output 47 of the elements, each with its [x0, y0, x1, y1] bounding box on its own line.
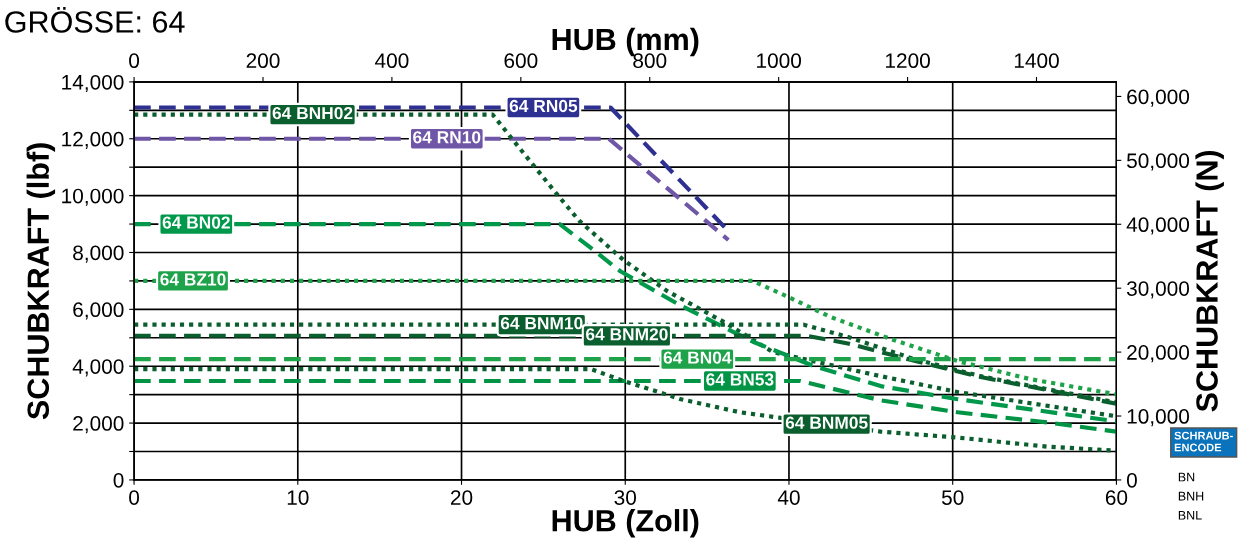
chart-title: GRÖSSE: 64: [5, 6, 185, 33]
annotation: 64 BNM05: [785, 416, 868, 429]
y-tick-label: 6,000: [73, 302, 124, 320]
text: BNH: [1178, 491, 1204, 501]
text: BNL: [1178, 510, 1202, 520]
y2-tick-label: 60,000: [1127, 89, 1190, 107]
annotation: 64 BNH02: [272, 106, 353, 120]
x-tick-label: 30: [614, 490, 637, 505]
text: BN: [1178, 472, 1195, 482]
y-tick-label: 10,000: [62, 188, 124, 206]
y2-tick-label: 10,000: [1127, 409, 1190, 427]
annotation: 64 RN05: [509, 99, 578, 113]
y2-tick-label: 30,000: [1126, 281, 1190, 299]
y2-axis-title: SCHUBKRAFT (N): [1195, 150, 1224, 412]
x-tick-label: 0: [129, 490, 140, 505]
x-axis-title: HUB (Zoll): [552, 509, 699, 538]
x2-tick-label: 400: [375, 53, 409, 69]
annotation: 64 BN04: [663, 351, 732, 364]
annotation: 64 BN53: [706, 373, 774, 386]
x2-tick-label: 200: [246, 53, 280, 69]
y-tick-label: 12,000: [62, 131, 124, 149]
annotation: 64 BZ10: [160, 273, 226, 286]
annotation: 64 BN02: [162, 216, 230, 229]
y-tick-label: 8,000: [73, 245, 124, 263]
text: SCHRAUB- ENCODE: [1174, 431, 1233, 452]
x2-tick-label: 1000: [757, 53, 802, 69]
y2-tick-label: 0: [1126, 472, 1137, 488]
x2-tick-label: 1200: [885, 53, 930, 69]
y2-tick-label: 40,000: [1126, 217, 1190, 235]
x2-tick-label: 0: [129, 53, 140, 69]
x2-tick-label: 600: [504, 53, 538, 69]
y-tick-label: 2,000: [73, 416, 124, 434]
annotation: 64 RN10: [413, 131, 481, 144]
x-tick-label: 10: [287, 490, 309, 505]
y2-tick-label: 20,000: [1127, 345, 1190, 363]
x-tick-label: 60: [1105, 490, 1128, 505]
y2-tick-label: 50,000: [1126, 153, 1190, 171]
x2-tick-label: 1400: [1014, 53, 1059, 69]
y-tick-label: 14,000: [62, 74, 124, 93]
annotation: 64 BNM10: [500, 317, 583, 330]
y-axis-title: SCHUBKRAFT (lbf): [26, 143, 56, 420]
y-tick-label: 0: [113, 472, 124, 488]
x-tick-label: 20: [450, 490, 473, 505]
annotation: 64 BNM20: [586, 328, 668, 341]
x-tick-label: 50: [941, 490, 964, 505]
x-tick-label: 40: [777, 490, 800, 505]
y-tick-label: 4,000: [72, 359, 124, 377]
